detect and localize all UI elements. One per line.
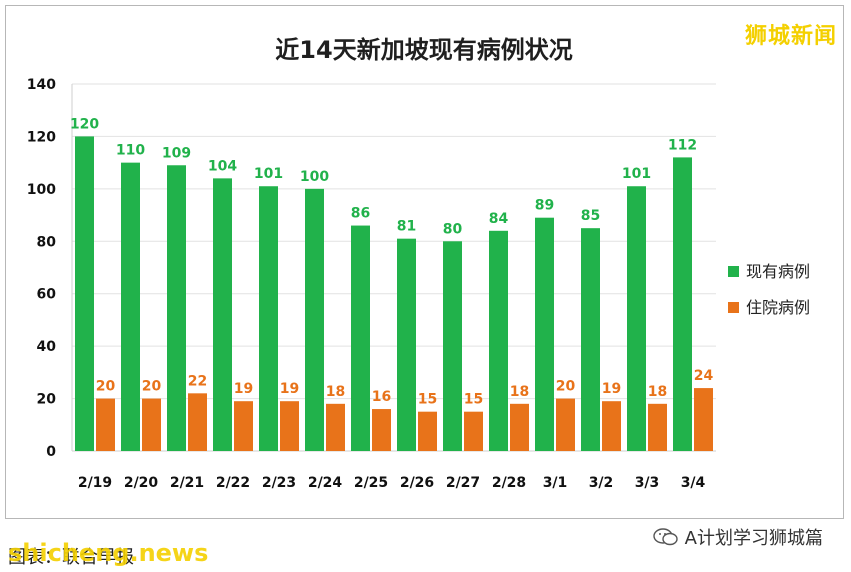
data-labels: 120 20 110 20 109 22 104 19 101 19 100 18 86 16 81 15 80…	[70, 116, 714, 407]
bar-hospital	[648, 403, 667, 451]
bar-current	[397, 238, 416, 451]
x-tick-label: 2/24	[308, 475, 343, 491]
data-label: 20	[556, 379, 576, 395]
bar-current	[673, 157, 692, 451]
x-tick-label: 3/2	[589, 475, 614, 491]
data-label: 19	[234, 381, 253, 397]
bar-hospital	[602, 401, 621, 451]
y-tick-label: 40	[37, 339, 57, 355]
data-label: 101	[254, 166, 283, 182]
bar-hospital	[142, 398, 161, 451]
legend-label: 现有病例	[746, 262, 810, 281]
data-label: 100	[300, 169, 329, 185]
bar-hospital	[464, 411, 483, 451]
x-tick-label: 2/20	[124, 475, 159, 491]
source-label: 图表：联合早报	[8, 547, 134, 568]
data-label: 89	[535, 198, 554, 214]
data-label: 18	[648, 384, 667, 400]
footer-source: 图表：联合早报 shicheng.news	[8, 539, 208, 569]
bar-hospital	[418, 411, 437, 451]
bar-current	[581, 228, 600, 451]
y-tick-label: 60	[37, 287, 57, 303]
bar-hospital	[96, 398, 115, 451]
x-tick-label: 3/1	[543, 475, 568, 491]
x-tick-label: 2/28	[492, 475, 526, 491]
wechat-icon	[652, 528, 678, 546]
bar-hospital	[556, 398, 575, 451]
x-tick-label: 2/25	[354, 475, 388, 491]
data-label: 120	[70, 116, 99, 132]
y-tick-label: 100	[27, 182, 56, 198]
x-tick-label: 2/21	[170, 475, 204, 491]
data-label: 22	[188, 373, 207, 389]
bar-current	[535, 217, 554, 451]
bar-hospital	[372, 409, 391, 451]
data-label: 101	[622, 166, 651, 182]
data-label: 20	[142, 379, 162, 395]
data-label: 19	[602, 381, 621, 397]
bar-current	[75, 136, 94, 451]
data-label: 112	[668, 137, 697, 153]
bar-current	[305, 188, 324, 451]
y-tick-label: 120	[27, 129, 56, 145]
x-tick-label: 3/3	[635, 475, 660, 491]
data-label: 110	[116, 143, 145, 159]
data-label: 19	[280, 381, 299, 397]
data-label: 20	[96, 379, 116, 395]
x-tick-label: 3/4	[681, 475, 706, 491]
footer-account: A计划学习狮城篇	[652, 524, 823, 550]
x-tick-label: 2/26	[400, 475, 434, 491]
axes: 0 20 40 60 80 100 120 140 2/19 2/20 2/21 2/22 2/23 2/…	[27, 77, 716, 491]
watermark-logo: 狮城新闻	[744, 24, 837, 49]
x-tick-label: 2/23	[262, 475, 296, 491]
bar-hospital	[694, 388, 713, 451]
bar-hospital	[280, 401, 299, 451]
data-label: 15	[418, 392, 437, 408]
data-label: 18	[510, 384, 529, 400]
bar-hospital	[188, 393, 207, 451]
data-label: 16	[372, 389, 391, 405]
legend-swatch	[728, 302, 739, 313]
x-tick-label: 2/19	[78, 475, 112, 491]
bar-hospital	[510, 403, 529, 451]
legend-swatch	[728, 266, 739, 277]
chart-title: 近14天新加坡现有病例状况	[275, 36, 572, 64]
chart-frame: 0 20 40 60 80 100 120 140 2/19 2/20 2/21 2/22 2/23 2/…	[5, 5, 844, 519]
data-label: 81	[397, 219, 416, 235]
y-tick-label: 20	[37, 392, 57, 408]
data-label: 104	[208, 158, 237, 174]
data-label: 109	[162, 145, 191, 161]
account-name: A计划学习狮城篇	[684, 528, 823, 549]
legend-label: 住院病例	[746, 298, 810, 317]
data-label: 86	[351, 206, 370, 222]
y-tick-label: 80	[37, 234, 57, 250]
bar-current	[351, 225, 370, 451]
site-watermark: shicheng.news	[8, 539, 209, 567]
bar-chart: 0 20 40 60 80 100 120 140 2/19 2/20 2/21 2/22 2/23 2/…	[27, 36, 810, 491]
x-tick-label: 2/27	[446, 475, 480, 491]
data-label: 24	[694, 368, 714, 384]
y-tick-label: 0	[46, 444, 56, 460]
x-tick-label: 2/22	[216, 475, 250, 491]
bars	[75, 136, 713, 451]
bar-current	[489, 230, 508, 451]
bar-hospital	[326, 403, 345, 451]
data-label: 15	[464, 392, 483, 408]
data-label: 80	[443, 221, 463, 237]
bar-current	[443, 241, 462, 451]
y-tick-label: 140	[27, 77, 56, 93]
bar-current	[121, 162, 140, 451]
bar-current	[167, 165, 186, 451]
data-label: 84	[489, 211, 509, 227]
bar-current	[627, 186, 646, 451]
data-label: 85	[581, 208, 600, 224]
bar-hospital	[234, 401, 253, 451]
bar-current	[213, 178, 232, 451]
data-label: 18	[326, 384, 345, 400]
bar-current	[259, 186, 278, 451]
